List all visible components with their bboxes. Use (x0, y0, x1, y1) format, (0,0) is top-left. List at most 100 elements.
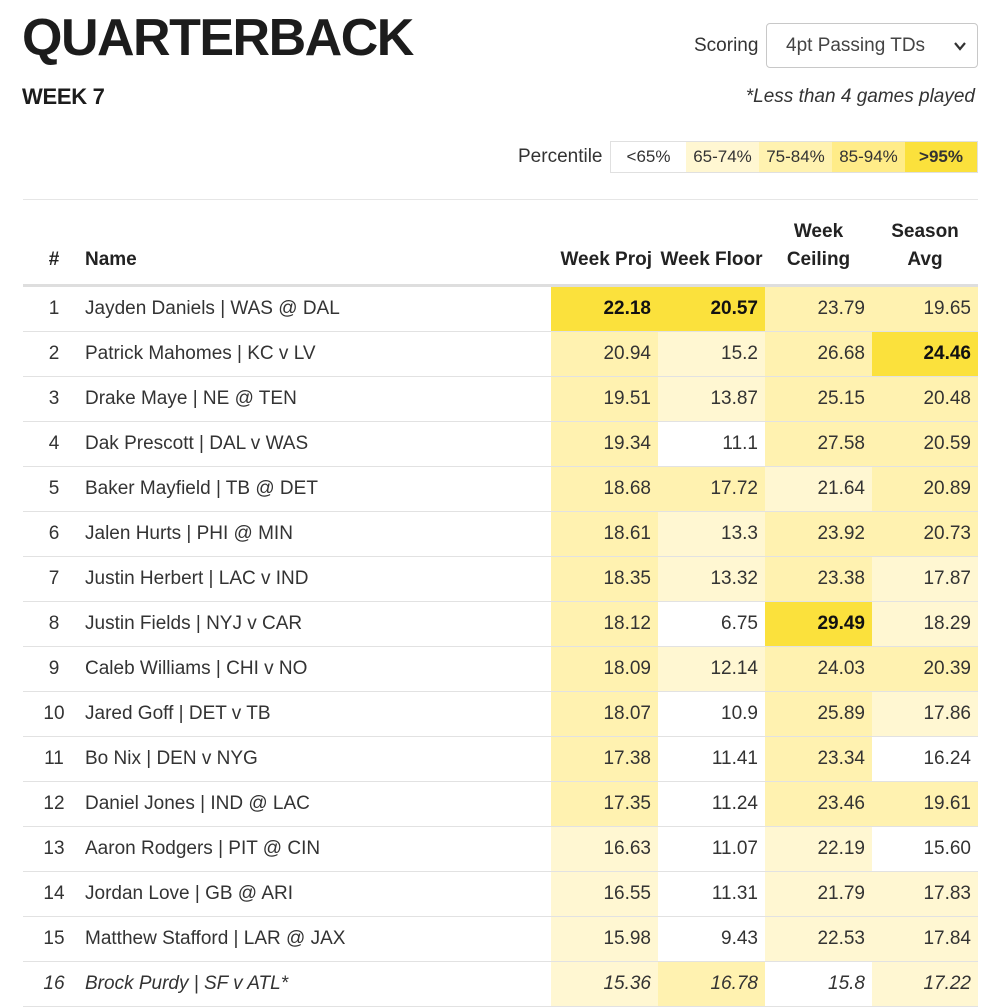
player-name-cell[interactable]: Aaron Rodgers | PIT @ CIN (85, 826, 551, 872)
player-name-cell[interactable]: Jalen Hurts | PHI @ MIN (85, 511, 551, 557)
table-row[interactable]: 9 Caleb Williams | CHI v NO 18.09 12.14 24.0… (23, 646, 978, 692)
week-label: WEEK 7 (22, 84, 105, 109)
week-ceiling-cell: 29.49 (765, 601, 872, 647)
season-avg-cell: 15.60 (872, 826, 978, 872)
table-row[interactable]: 8 Justin Fields | NYJ v CAR 18.12 6.75 29.49… (23, 601, 978, 647)
scoring-label: Scoring (694, 35, 759, 56)
table-row[interactable]: 13 Aaron Rodgers | PIT @ CIN 16.63 11.07 22.… (23, 826, 978, 872)
season-avg-cell: 17.87 (872, 556, 978, 602)
season-avg-cell: 20.89 (872, 466, 978, 512)
season-avg-cell: 24.46 (872, 331, 978, 377)
table-row[interactable]: 3 Drake Maye | NE @ TEN 19.51 13.87 25.15 20.… (23, 376, 978, 422)
week-floor-cell: 15.2 (658, 331, 765, 377)
week-proj-cell: 17.38 (551, 736, 658, 782)
rank-cell: 12 (23, 781, 85, 827)
player-name-cell[interactable]: Jared Goff | DET v TB (85, 691, 551, 737)
rank-cell: 2 (23, 331, 85, 377)
rank-cell: 15 (23, 916, 85, 962)
week-ceiling-cell: 21.64 (765, 466, 872, 512)
games-played-note: *Less than 4 games played (745, 86, 975, 107)
week-proj-cell: 15.36 (551, 961, 658, 1007)
week-proj-cell: 18.35 (551, 556, 658, 602)
column-header-week-proj[interactable]: Week Proj (551, 200, 658, 287)
rank-cell: 8 (23, 601, 85, 647)
week-ceiling-cell: 27.58 (765, 421, 872, 467)
column-header-rank[interactable]: # (23, 200, 85, 287)
rank-cell: 5 (23, 466, 85, 512)
week-proj-cell: 19.34 (551, 421, 658, 467)
week-floor-cell: 13.87 (658, 376, 765, 422)
column-header-name[interactable]: Name (85, 200, 551, 287)
week-floor-cell: 17.72 (658, 466, 765, 512)
player-name-cell[interactable]: Baker Mayfield | TB @ DET (85, 466, 551, 512)
player-name-cell[interactable]: Caleb Williams | CHI v NO (85, 646, 551, 692)
column-header-week-floor[interactable]: Week Floor (658, 200, 765, 287)
table-row[interactable]: 14 Jordan Love | GB @ ARI 16.55 11.31 21.79 1… (23, 871, 978, 917)
week-floor-cell: 11.24 (658, 781, 765, 827)
week-floor-cell: 13.32 (658, 556, 765, 602)
week-floor-cell: 13.3 (658, 511, 765, 557)
week-ceiling-cell: 15.8 (765, 961, 872, 1007)
table-row[interactable]: 4 Dak Prescott | DAL v WAS 19.34 11.1 27.58 2… (23, 421, 978, 467)
scoring-select[interactable]: 4pt Passing TDs (766, 23, 978, 68)
table-row[interactable]: 1 Jayden Daniels | WAS @ DAL 22.18 20.57 23.… (23, 285, 978, 332)
player-name-cell[interactable]: Dak Prescott | DAL v WAS (85, 421, 551, 467)
column-header-season-avg[interactable]: Season Avg (872, 200, 978, 287)
week-ceiling-cell: 22.53 (765, 916, 872, 962)
week-floor-cell: 11.07 (658, 826, 765, 872)
player-name-cell[interactable]: Justin Herbert | LAC v IND (85, 556, 551, 602)
scoring-selected-value: 4pt Passing TDs (786, 35, 926, 56)
legend-swatch-75-84: 75-84% (759, 142, 832, 172)
week-ceiling-cell: 25.89 (765, 691, 872, 737)
table-row[interactable]: 7 Justin Herbert | LAC v IND 18.35 13.32 23.… (23, 556, 978, 602)
season-avg-cell: 19.65 (872, 285, 978, 332)
week-ceiling-cell: 23.38 (765, 556, 872, 602)
player-name-cell[interactable]: Jordan Love | GB @ ARI (85, 871, 551, 917)
legend-swatch-65-74: 65-74% (686, 142, 759, 172)
player-name-cell[interactable]: Patrick Mahomes | KC v LV (85, 331, 551, 377)
player-name-cell[interactable]: Jayden Daniels | WAS @ DAL (85, 285, 551, 332)
week-proj-cell: 19.51 (551, 376, 658, 422)
rank-cell: 6 (23, 511, 85, 557)
column-header-week-ceiling[interactable]: Week Ceiling (765, 200, 872, 287)
player-name-cell[interactable]: Daniel Jones | IND @ LAC (85, 781, 551, 827)
player-name-cell[interactable]: Drake Maye | NE @ TEN (85, 376, 551, 422)
table-row[interactable]: 10 Jared Goff | DET v TB 18.07 10.9 25.89 17.… (23, 691, 978, 737)
table-body: 1 Jayden Daniels | WAS @ DAL 22.18 20.57 23.… (23, 285, 978, 1007)
quarterback-table-container: # Name Week Proj Week Floor Week Ceiling… (23, 199, 978, 1007)
week-proj-cell: 18.07 (551, 691, 658, 737)
table-row[interactable]: 15 Matthew Stafford | LAR @ JAX 15.98 9.43 2… (23, 916, 978, 962)
rank-cell: 10 (23, 691, 85, 737)
table-row[interactable]: 11 Bo Nix | DEN v NYG 17.38 11.41 23.34 16.24 (23, 736, 978, 782)
season-avg-cell: 17.83 (872, 871, 978, 917)
season-avg-cell: 18.29 (872, 601, 978, 647)
rank-cell: 16 (23, 961, 85, 1007)
week-ceiling-cell: 26.68 (765, 331, 872, 377)
player-name-cell[interactable]: Justin Fields | NYJ v CAR (85, 601, 551, 647)
week-proj-cell: 18.12 (551, 601, 658, 647)
rank-cell: 14 (23, 871, 85, 917)
week-proj-cell: 15.98 (551, 916, 658, 962)
week-floor-cell: 12.14 (658, 646, 765, 692)
season-avg-cell: 19.61 (872, 781, 978, 827)
table-row[interactable]: 6 Jalen Hurts | PHI @ MIN 18.61 13.3 23.92 20… (23, 511, 978, 557)
legend-swatch-lt65: <65% (611, 142, 686, 172)
week-ceiling-cell: 23.34 (765, 736, 872, 782)
table-row[interactable]: 12 Daniel Jones | IND @ LAC 17.35 11.24 23.4… (23, 781, 978, 827)
week-proj-cell: 17.35 (551, 781, 658, 827)
quarterback-table: # Name Week Proj Week Floor Week Ceiling… (23, 200, 978, 1007)
table-row[interactable]: 2 Patrick Mahomes | KC v LV 20.94 15.2 26.68… (23, 331, 978, 377)
week-floor-cell: 11.41 (658, 736, 765, 782)
rank-cell: 13 (23, 826, 85, 872)
rank-cell: 3 (23, 376, 85, 422)
chevron-down-icon (953, 24, 967, 86)
player-name-cell[interactable]: Matthew Stafford | LAR @ JAX (85, 916, 551, 962)
table-header-row: # Name Week Proj Week Floor Week Ceiling… (23, 200, 978, 287)
player-name-cell[interactable]: Bo Nix | DEN v NYG (85, 736, 551, 782)
season-avg-cell: 17.86 (872, 691, 978, 737)
season-avg-cell: 20.48 (872, 376, 978, 422)
table-row[interactable]: 5 Baker Mayfield | TB @ DET 18.68 17.72 21.6… (23, 466, 978, 512)
week-ceiling-cell: 24.03 (765, 646, 872, 692)
week-ceiling-cell: 22.19 (765, 826, 872, 872)
percentile-legend: <65% 65-74% 75-84% 85-94% >95% (610, 141, 978, 173)
